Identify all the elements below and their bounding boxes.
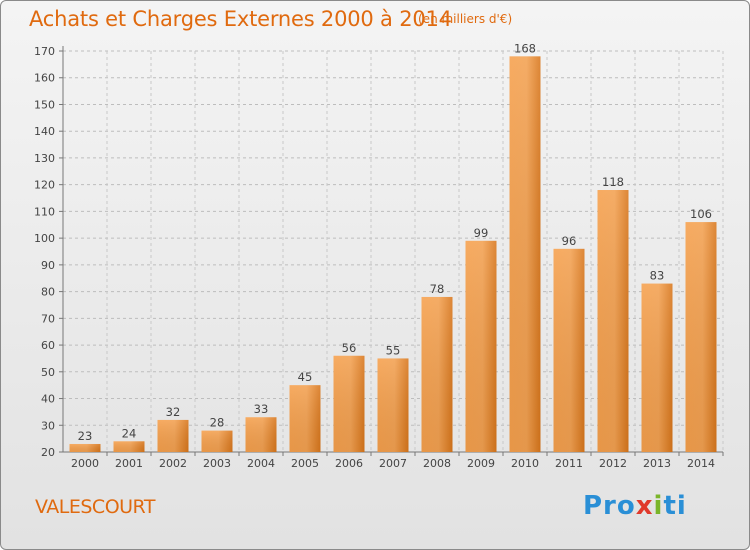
y-tick-label: 100 [34,232,55,245]
data-label-2009: 99 [474,226,489,240]
y-tick-label: 160 [34,72,55,85]
bar-shade-2002 [157,419,189,452]
data-label-2003: 28 [210,416,225,430]
bar-shade-2013 [641,283,673,452]
data-label-2008: 78 [430,282,445,296]
y-tick-label: 120 [34,179,55,192]
y-tick-label: 80 [41,286,55,299]
bar-shade-2009 [465,240,497,452]
bar-shade-2007 [377,358,409,452]
chart-subtitle: (en milliers d'€) [418,12,513,26]
bar-shade-2006 [333,355,365,452]
y-tick-label: 50 [41,366,55,379]
data-label-2000: 23 [78,429,93,443]
data-label-2011: 96 [562,234,577,248]
y-tick-label: 90 [41,259,55,272]
data-label-2001: 24 [122,426,137,440]
town-name: VALESCOURT [35,496,155,518]
bar-shade-2000 [69,443,101,452]
x-tick-label: 2003 [203,457,231,470]
x-tick-label: 2010 [511,457,539,470]
data-label-2006: 56 [342,341,357,355]
x-tick-label: 2008 [423,457,451,470]
x-tick-label: 2009 [467,457,495,470]
x-tick-label: 2011 [555,457,583,470]
data-label-2012: 118 [602,175,624,189]
data-label-2007: 55 [386,343,401,357]
y-tick-label: 150 [34,98,55,111]
bars [69,56,717,452]
x-tick-label: 2007 [379,457,407,470]
x-tick-label: 2005 [291,457,319,470]
x-tick-label: 2013 [643,457,671,470]
y-tick-label: 30 [41,419,55,432]
data-label-2002: 32 [166,405,181,419]
y-tick-label: 70 [41,312,55,325]
chart-title: Achats et Charges Externes 2000 à 2014 [29,7,452,31]
x-tick-label: 2002 [159,457,187,470]
data-label-2013: 83 [650,269,665,283]
data-label-2005: 45 [298,370,313,384]
proxiti-logo: Proxiti [583,491,687,521]
x-tick-label: 2006 [335,457,363,470]
data-label-2004: 33 [254,402,269,416]
x-tick-label: 2001 [115,457,143,470]
y-tick-label: 40 [41,393,55,406]
bar-shade-2005 [289,385,321,452]
data-label-2014: 106 [690,207,712,221]
bar-shade-2008 [421,296,453,452]
y-tick-label: 60 [41,339,55,352]
x-tick-label: 2000 [71,457,99,470]
x-tick-label: 2014 [687,457,715,470]
x-tick-label: 2012 [599,457,627,470]
bar-shade-2010 [509,56,541,452]
bar-shade-2001 [113,441,145,452]
x-tick-label: 2004 [247,457,275,470]
data-labels: 23 24 32 28 33 45 56 55 78 99 168 96 118 83 106 [78,41,712,443]
bar-shade-2011 [553,248,585,452]
y-tick-label: 130 [34,152,55,165]
bar-shade-2004 [245,417,277,452]
y-tick-label: 110 [34,205,55,218]
bar-shade-2003 [201,430,233,452]
bar-shade-2012 [597,190,629,452]
y-tick-label: 140 [34,125,55,138]
bar-shade-2014 [685,222,717,452]
data-label-2010: 168 [514,41,536,55]
y-tick-label: 20 [41,446,55,459]
y-tick-label: 170 [34,45,55,58]
